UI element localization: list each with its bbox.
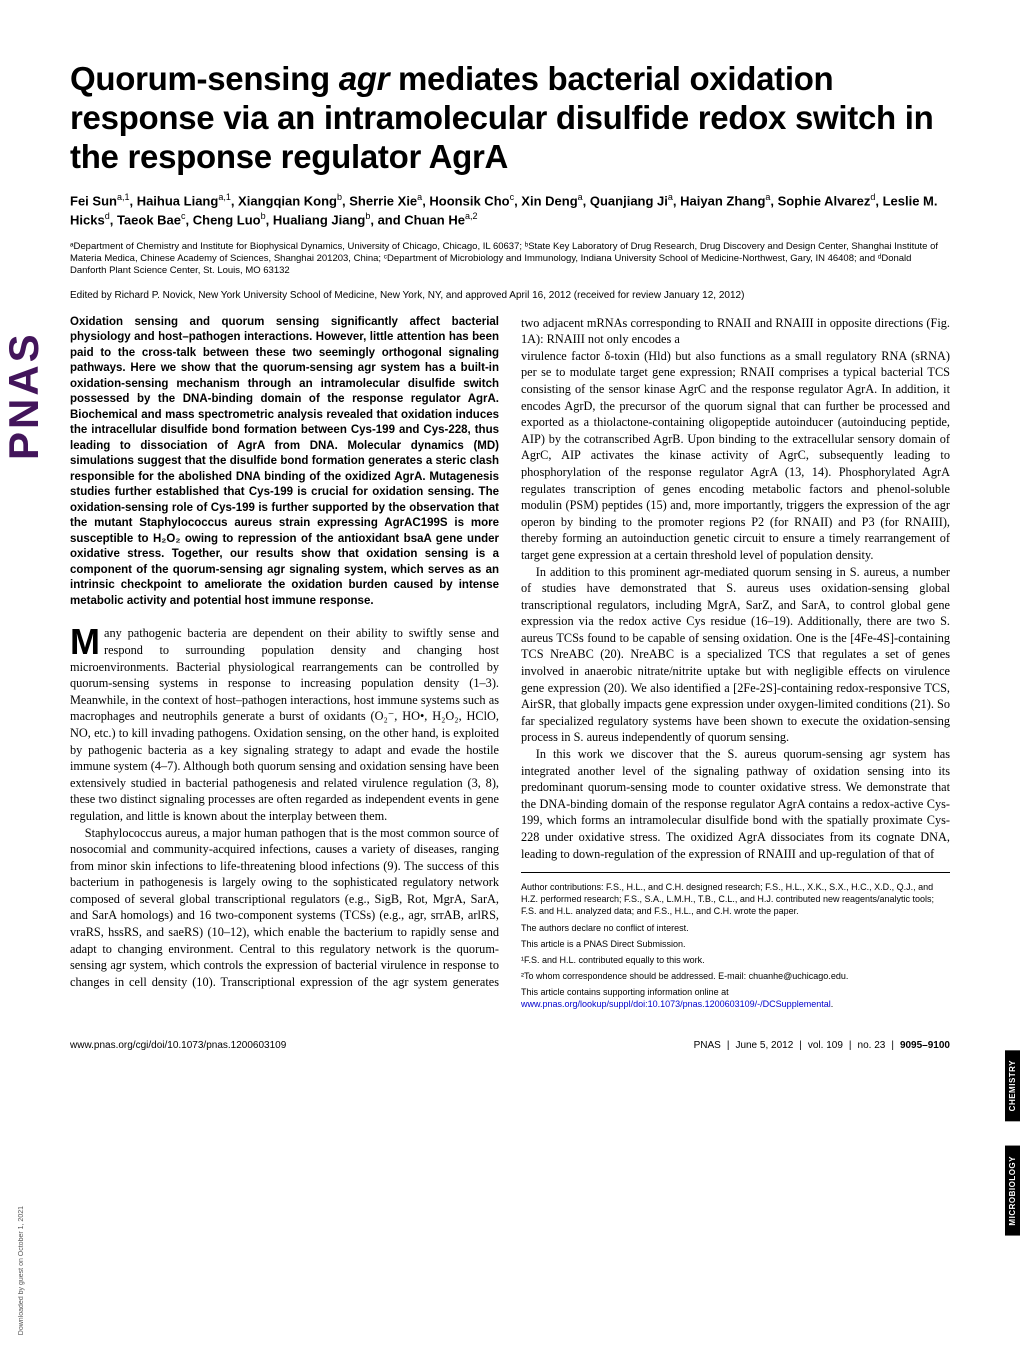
correspondence: ²To whom correspondence should be addres… [521, 970, 950, 982]
footer-doi: www.pnas.org/cgi/doi/10.1073/pnas.120060… [70, 1040, 286, 1051]
tab-chemistry: CHEMISTRY [1005, 1050, 1020, 1121]
abstract: Oxidation sensing and quorum sensing sig… [70, 315, 499, 610]
authors-line: Fei Suna,1, Haihua Lianga,1, Xiangqian K… [70, 191, 950, 229]
title-pre: Quorum-sensing [70, 60, 339, 97]
page-footer: www.pnas.org/cgi/doi/10.1073/pnas.120060… [70, 1034, 950, 1051]
para3: virulence factor δ-toxin (Hld) but also … [521, 348, 950, 564]
article-title: Quorum-sensing agr mediates bacterial ox… [70, 60, 950, 177]
si-note: This article contains supporting informa… [521, 986, 950, 1010]
download-note: Downloaded by guest on October 1, 2021 [18, 1206, 25, 1335]
affiliations: ᵃDepartment of Chemistry and Institute f… [70, 241, 950, 278]
article-page: Quorum-sensing agr mediates bacterial ox… [0, 0, 1020, 1365]
footer-vol: vol. 109 [808, 1040, 843, 1051]
footer-journal: PNAS [694, 1040, 721, 1051]
para1: Many pathogenic bacteria are dependent o… [70, 625, 499, 824]
direct-submission: This article is a PNAS Direct Submission… [521, 938, 950, 950]
para4: In addition to this prominent agr-mediat… [521, 564, 950, 747]
footer-issue: no. 23 [858, 1040, 886, 1051]
si-pre: This article contains supporting informa… [521, 987, 729, 997]
title-gene: agr [339, 60, 389, 97]
footer-pages: 9095–9100 [900, 1040, 950, 1051]
author-contributions: Author contributions: F.S., H.L., and C.… [521, 881, 950, 917]
si-link[interactable]: www.pnas.org/lookup/suppl/doi:10.1073/pn… [521, 999, 831, 1009]
para1-text: any pathogenic bacteria are dependent on… [70, 626, 499, 823]
conflict-statement: The authors declare no conflict of inter… [521, 922, 950, 934]
edited-by: Edited by Richard P. Novick, New York Un… [70, 290, 950, 301]
para5: In this work we discover that the S. aur… [521, 746, 950, 862]
si-post: . [831, 999, 834, 1009]
footnotes: Author contributions: F.S., H.L., and C.… [521, 872, 950, 1010]
footer-citation: PNAS|June 5, 2012|vol. 109|no. 23|9095–9… [694, 1040, 950, 1051]
footer-date: June 5, 2012 [735, 1040, 793, 1051]
category-tabs: CHEMISTRY MICROBIOLOGY [1005, 1050, 1020, 1261]
equal-contribution: ¹F.S. and H.L. contributed equally to th… [521, 954, 950, 966]
body-columns: Oxidation sensing and quorum sensing sig… [70, 315, 950, 1011]
dropcap: M [70, 625, 104, 658]
tab-microbiology: MICROBIOLOGY [1005, 1146, 1020, 1236]
